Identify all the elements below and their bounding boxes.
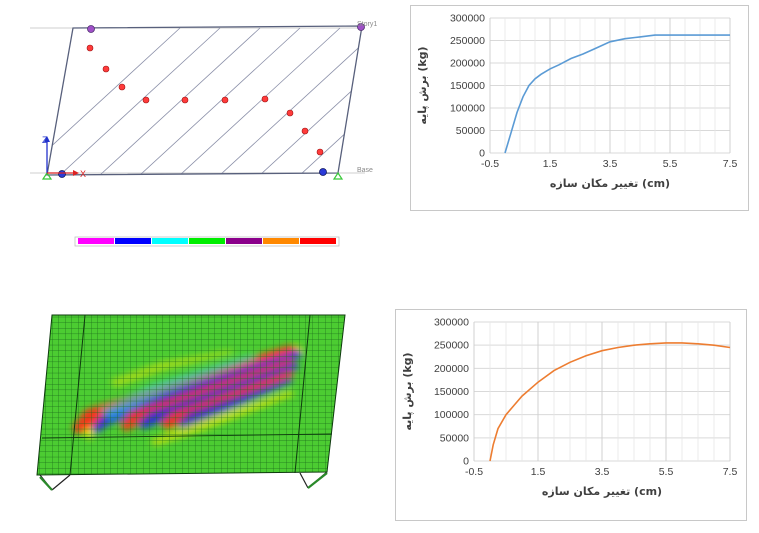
z-axis-label: Z <box>42 135 48 145</box>
y-tick-label: 100000 <box>434 409 469 421</box>
y-axis-title: برش پایه (kg) <box>416 46 429 124</box>
hatch-line <box>340 28 390 175</box>
hatch-line <box>300 28 390 175</box>
x-tick-label: 1.5 <box>531 466 546 478</box>
legend-swatches <box>78 238 336 244</box>
stress-bands <box>30 310 360 480</box>
hinge-point <box>182 97 188 103</box>
x-axis-label: X <box>80 169 86 179</box>
stress-contour-panel <box>0 300 390 528</box>
support-strut-right-a <box>300 473 308 488</box>
plastic-hinges <box>87 45 323 155</box>
y-tick-label: 150000 <box>450 80 485 92</box>
y-tick-label: 300000 <box>450 13 485 25</box>
story-label: Story1 <box>357 21 377 28</box>
legend-swatch <box>152 238 188 244</box>
hatch-line <box>60 28 220 175</box>
legend-swatch <box>226 238 262 244</box>
y-axis-title: برش پایه (kg) <box>401 352 414 430</box>
y-tick-label: 200000 <box>450 58 485 70</box>
support-strut-left-b <box>52 475 70 490</box>
hatch-line <box>380 28 390 175</box>
hinge-point <box>287 110 293 116</box>
wall-hatch <box>20 28 390 175</box>
x-tick-label: 7.5 <box>723 466 738 478</box>
support-right <box>334 173 342 179</box>
y-tick-label: 50000 <box>440 432 469 444</box>
legend-swatch <box>78 238 114 244</box>
legend-swatch <box>263 238 299 244</box>
stress-contour-drawing <box>0 300 390 528</box>
hatch-line <box>220 28 380 175</box>
legend-swatch <box>189 238 225 244</box>
hinge-point <box>222 97 228 103</box>
frame-model-panel: Z X Story1 Base <box>0 0 390 250</box>
x-tick-label: 1.5 <box>543 158 558 170</box>
support-strut-left-highlight <box>40 477 52 490</box>
support-strut-right-highlight <box>308 473 327 488</box>
hinge-point <box>87 45 93 51</box>
hatch-line <box>20 28 180 175</box>
x-tick-label: 5.5 <box>659 466 674 478</box>
y-tick-label: 300000 <box>434 317 469 329</box>
x-tick-label: -0.5 <box>481 158 499 170</box>
base-joint-right <box>320 169 327 176</box>
hinge-point <box>143 97 149 103</box>
top-joint-left <box>88 26 95 33</box>
pushover-chart-top-svg: 050000100000150000200000250000300000-0.5… <box>411 6 748 210</box>
y-tick-label: 100000 <box>450 103 485 115</box>
y-tick-label: 50000 <box>456 125 485 137</box>
x-tick-label: 3.5 <box>603 158 618 170</box>
x-tick-label: 3.5 <box>595 466 610 478</box>
hinge-point <box>103 66 109 72</box>
x-tick-label: -0.5 <box>465 466 483 478</box>
base-label: Base <box>357 167 373 174</box>
y-tick-label: 250000 <box>434 340 469 352</box>
legend-swatch <box>115 238 151 244</box>
support-left <box>43 173 51 179</box>
hatch-line <box>140 28 300 175</box>
series-line <box>490 343 730 461</box>
y-tick-label: 200000 <box>434 363 469 375</box>
hatch-line <box>260 28 390 175</box>
pushover-chart-bottom-svg: 050000100000150000200000250000300000-0.5… <box>396 310 746 520</box>
y-tick-label: 250000 <box>450 35 485 47</box>
series-line <box>505 35 730 153</box>
x-axis-title: تغییر مکان سازه (cm) <box>550 177 670 190</box>
legend-swatch <box>300 238 336 244</box>
hinge-point <box>119 84 125 90</box>
x-tick-label: 5.5 <box>663 158 678 170</box>
hinge-point <box>317 149 323 155</box>
hatch-line <box>180 28 340 175</box>
hatch-line <box>100 28 260 175</box>
frame-model-drawing: Z X Story1 Base <box>0 0 390 250</box>
base-joint-left <box>59 171 66 178</box>
hinge-point <box>302 128 308 134</box>
x-axis-title: تغییر مکان سازه (cm) <box>542 485 662 498</box>
hinge-point <box>262 96 268 102</box>
x-tick-label: 7.5 <box>723 158 738 170</box>
y-tick-label: 150000 <box>434 386 469 398</box>
